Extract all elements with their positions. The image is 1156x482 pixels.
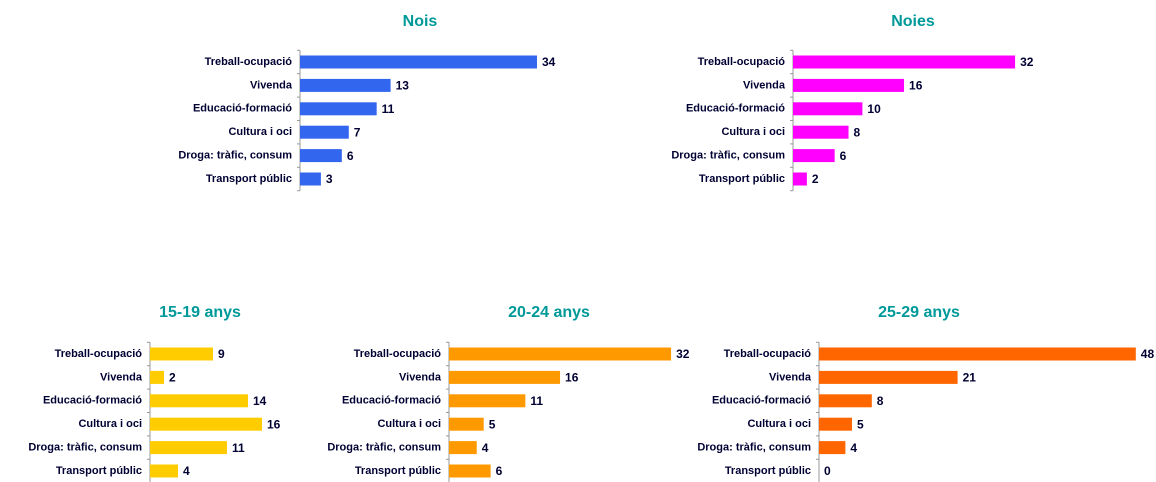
value-label: 5 <box>489 417 496 431</box>
bar <box>150 441 227 455</box>
bar <box>793 55 1016 69</box>
value-label: 6 <box>347 149 354 163</box>
bar <box>300 125 349 139</box>
value-label: 2 <box>169 371 176 385</box>
category-label: Transport públic <box>355 465 441 477</box>
value-label: 32 <box>676 347 690 361</box>
category-label: Educació-formació <box>43 395 142 407</box>
bar <box>449 394 526 408</box>
category-label: Treball-ocupació <box>354 348 442 360</box>
category-label: Vivenda <box>399 371 442 383</box>
value-label: 16 <box>909 79 923 93</box>
value-label: 0 <box>824 464 831 478</box>
category-label: Educació-formació <box>712 395 811 407</box>
category-label: Treball-ocupació <box>205 56 293 68</box>
category-label: Cultura i oci <box>228 126 292 138</box>
category-label: Treball-ocupació <box>55 348 143 360</box>
value-label: 32 <box>1020 55 1034 69</box>
value-label: 6 <box>496 464 503 478</box>
value-label: 7 <box>354 125 361 139</box>
bar <box>150 370 164 384</box>
value-label: 13 <box>396 79 410 93</box>
category-label: Droga: tràfic, consum <box>697 442 811 454</box>
category-label: Transport públic <box>56 465 142 477</box>
category-label: Droga: tràfic, consum <box>671 150 785 162</box>
bar <box>793 149 835 163</box>
value-label: 9 <box>218 347 225 361</box>
value-label: 48 <box>1141 347 1155 361</box>
category-label: Educació-formació <box>342 395 441 407</box>
category-label: Droga: tràfic, consum <box>28 442 142 454</box>
category-label: Droga: tràfic, consum <box>327 442 441 454</box>
bar <box>449 464 491 478</box>
category-label: Vivenda <box>100 371 143 383</box>
category-label: Treball-ocupació <box>724 348 812 360</box>
value-label: 21 <box>963 371 977 385</box>
category-label: Cultura i oci <box>747 418 811 430</box>
category-label: Droga: tràfic, consum <box>178 150 292 162</box>
value-label: 11 <box>382 102 395 116</box>
bar <box>819 347 1136 361</box>
value-label: 8 <box>877 394 884 408</box>
bar <box>793 172 807 186</box>
category-label: Vivenda <box>250 79 293 91</box>
chart-title: Nois <box>403 13 438 30</box>
bar <box>819 441 846 455</box>
bar <box>449 417 484 431</box>
category-label: Vivenda <box>743 79 786 91</box>
value-label: 4 <box>482 441 489 455</box>
value-label: 8 <box>854 125 861 139</box>
value-label: 4 <box>850 441 857 455</box>
bar <box>150 394 248 408</box>
bar <box>300 55 537 69</box>
category-label: Cultura i oci <box>721 126 785 138</box>
value-label: 11 <box>530 394 543 408</box>
bar <box>449 370 561 384</box>
category-label: Vivenda <box>769 371 812 383</box>
bar <box>819 370 958 384</box>
value-label: 3 <box>326 172 333 186</box>
bar <box>819 394 872 408</box>
bar <box>793 78 905 92</box>
bar <box>150 347 213 361</box>
category-label: Cultura i oci <box>377 418 441 430</box>
bar <box>449 441 477 455</box>
bar <box>300 172 321 186</box>
category-label: Transport públic <box>206 173 292 185</box>
category-label: Educació-formació <box>193 103 292 115</box>
bar <box>819 417 852 431</box>
value-label: 2 <box>812 172 819 186</box>
category-label: Educació-formació <box>686 103 785 115</box>
value-label: 14 <box>253 394 267 408</box>
value-label: 4 <box>183 464 190 478</box>
bar <box>300 102 377 116</box>
bar <box>793 102 863 116</box>
value-label: 11 <box>232 441 245 455</box>
value-label: 16 <box>565 371 579 385</box>
value-label: 34 <box>542 55 556 69</box>
value-label: 10 <box>867 102 881 116</box>
category-label: Cultura i oci <box>78 418 142 430</box>
chart-title: 15-19 anys <box>159 304 241 321</box>
bar <box>449 347 672 361</box>
category-label: Transport públic <box>725 465 811 477</box>
bar <box>300 149 342 163</box>
value-label: 16 <box>267 417 281 431</box>
chart-title: 20-24 anys <box>508 304 590 321</box>
bar <box>150 417 262 431</box>
chart-title: Noies <box>891 13 935 30</box>
bar <box>793 125 849 139</box>
bar <box>300 78 391 92</box>
value-label: 6 <box>840 149 847 163</box>
category-label: Treball-ocupació <box>698 56 786 68</box>
bar <box>150 464 178 478</box>
value-label: 5 <box>857 417 864 431</box>
chart-title: 25-29 anys <box>878 304 960 321</box>
category-label: Transport públic <box>699 173 785 185</box>
